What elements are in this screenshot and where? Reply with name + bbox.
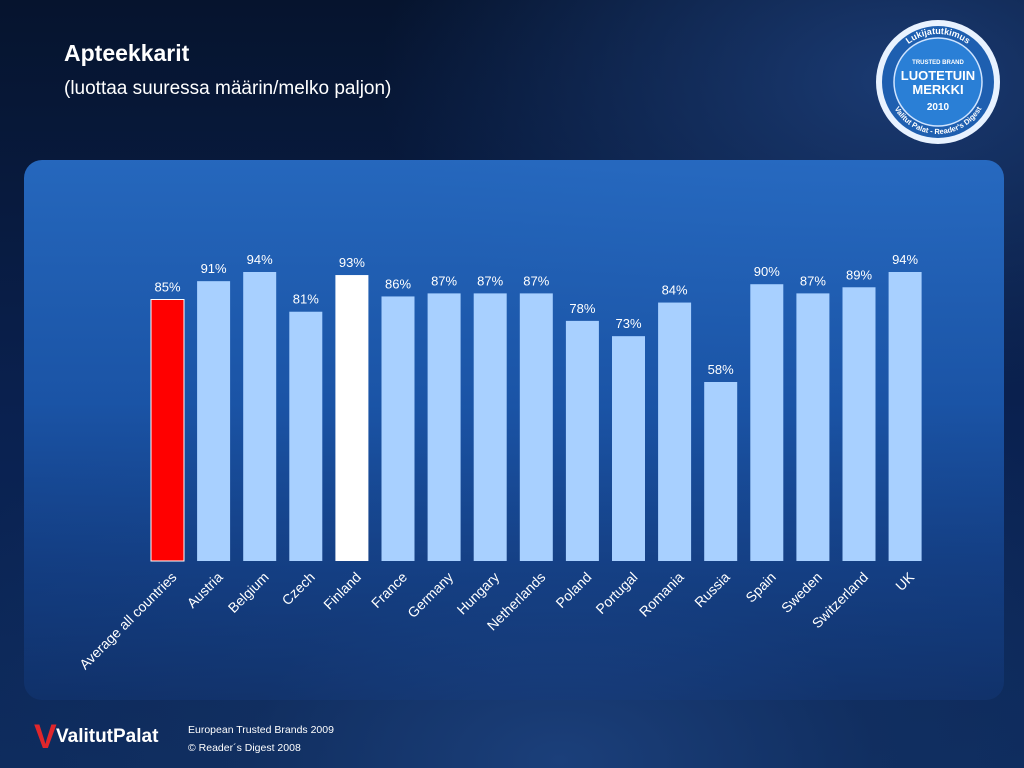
category-label-austria: Austria xyxy=(184,569,226,611)
svg-text:V: V xyxy=(34,718,57,756)
bar-netherlands xyxy=(519,293,553,561)
value-label-germany: 87% xyxy=(431,273,457,288)
category-label-portugal: Portugal xyxy=(592,569,640,617)
badge-line2: MERKKI xyxy=(912,82,963,97)
value-label-russia: 58% xyxy=(708,362,734,377)
bar-finland xyxy=(335,275,369,561)
category-label-france: France xyxy=(368,569,410,611)
value-label-france: 86% xyxy=(385,276,411,291)
page-subtitle: (luottaa suuressa määrin/melko paljon) xyxy=(64,78,392,99)
category-label-finland: Finland xyxy=(320,569,364,613)
value-label-romania: 84% xyxy=(662,283,688,298)
footer-copyright: © Reader´s Digest 2008 xyxy=(188,742,301,754)
bar-sweden xyxy=(796,293,830,561)
category-label-average-all-countries: Average all countries xyxy=(76,569,180,673)
bar-romania xyxy=(658,302,692,561)
bar-austria xyxy=(197,281,231,561)
logo-text: ValitutPalat xyxy=(56,726,159,747)
category-label-czech: Czech xyxy=(279,569,318,608)
value-label-uk: 94% xyxy=(892,252,918,267)
value-label-czech: 81% xyxy=(293,292,319,307)
bar-uk xyxy=(888,272,922,561)
bar-hungary xyxy=(473,293,507,561)
category-label-germany: Germany xyxy=(404,569,456,621)
category-label-poland: Poland xyxy=(552,569,594,611)
page-title: Apteekkarit xyxy=(64,40,190,66)
value-label-netherlands: 87% xyxy=(523,273,549,288)
category-label-belgium: Belgium xyxy=(225,569,272,616)
bar-belgium xyxy=(243,272,277,561)
chart-panel xyxy=(24,160,1004,700)
bar-france xyxy=(381,296,415,561)
value-label-switzerland: 89% xyxy=(846,267,872,282)
value-label-belgium: 94% xyxy=(247,252,273,267)
value-label-poland: 78% xyxy=(569,301,595,316)
value-label-austria: 91% xyxy=(201,261,227,276)
bar-switzerland xyxy=(842,287,876,561)
category-label-spain: Spain xyxy=(742,569,779,606)
bar-russia xyxy=(704,382,738,561)
value-label-spain: 90% xyxy=(754,264,780,279)
category-label-uk: UK xyxy=(892,568,918,594)
bar-average-all-countries xyxy=(150,299,185,562)
value-label-sweden: 87% xyxy=(800,273,826,288)
bar-poland xyxy=(565,320,599,561)
bar-czech xyxy=(289,311,323,561)
footer-source: European Trusted Brands 2009 xyxy=(188,724,334,736)
value-label-finland: 93% xyxy=(339,255,365,270)
bar-germany xyxy=(427,293,461,561)
valitutpalat-logo: V ValitutPalat xyxy=(34,718,159,756)
bar-portugal xyxy=(612,336,645,561)
category-label-sweden: Sweden xyxy=(778,569,825,616)
value-label-average-all-countries: 85% xyxy=(154,280,180,295)
trusted-brand-badge: Lukijatutkimus Valitut Palat - Reader's … xyxy=(876,20,1000,144)
badge-line1: LUOTETUIN xyxy=(901,68,975,83)
badge-year: 2010 xyxy=(927,102,950,113)
value-label-portugal: 73% xyxy=(615,316,641,331)
value-label-hungary: 87% xyxy=(477,273,503,288)
category-label-russia: Russia xyxy=(691,569,733,611)
badge-brand: TRUSTED BRAND xyxy=(912,60,964,66)
bar-spain xyxy=(750,284,784,561)
category-label-romania: Romania xyxy=(636,569,687,620)
